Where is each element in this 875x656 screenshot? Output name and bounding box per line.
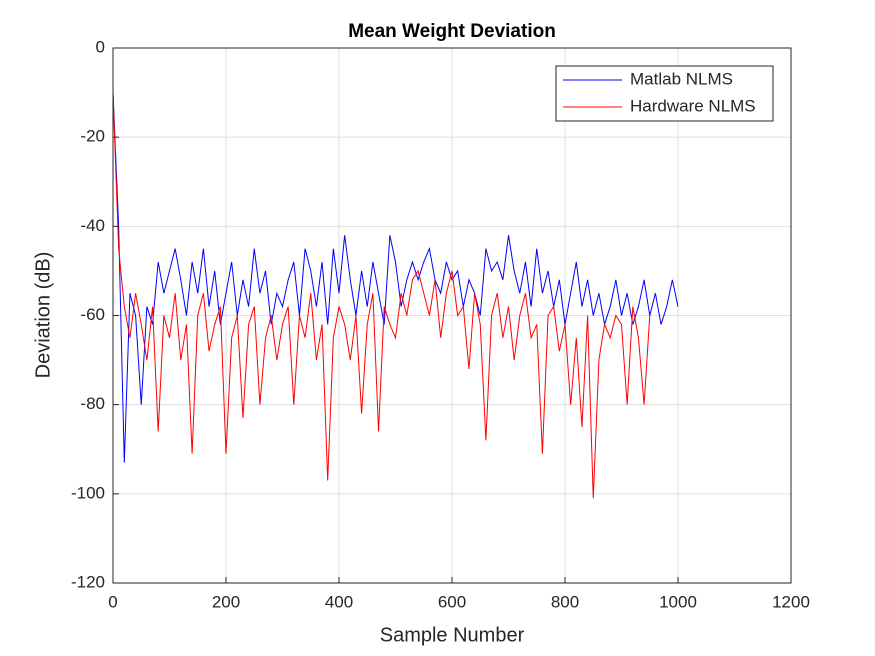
legend-label: Hardware NLMS bbox=[630, 96, 756, 115]
y-tick-label: -100 bbox=[71, 483, 105, 502]
x-tick-label: 800 bbox=[551, 592, 579, 611]
legend-label: Matlab NLMS bbox=[630, 69, 733, 88]
y-tick-label: -80 bbox=[80, 394, 105, 413]
x-tick-label: 400 bbox=[325, 592, 353, 611]
x-tick-label: 1200 bbox=[772, 592, 810, 611]
legend-box bbox=[555, 65, 774, 122]
y-tick-label: 0 bbox=[96, 37, 105, 56]
y-axis-label: Deviation (dB) bbox=[32, 252, 54, 379]
chart-title: Mean Weight Deviation bbox=[348, 21, 556, 42]
x-axis-label: Sample Number bbox=[380, 624, 525, 646]
x-tick-label: 600 bbox=[438, 592, 466, 611]
y-tick-label: -20 bbox=[80, 127, 105, 146]
ticks: 0 200 400 600 800 1000 1200 -120 -100 -80 -60 -40 -2… bbox=[71, 37, 810, 611]
lines bbox=[112, 92, 679, 499]
y-tick-label: -40 bbox=[80, 216, 105, 235]
data-line bbox=[112, 92, 651, 499]
x-tick-label: 0 bbox=[108, 592, 117, 611]
x-tick-label: 200 bbox=[212, 592, 240, 611]
legend: Matlab NLMS Hardware NLMS bbox=[555, 65, 774, 122]
x-tick-label: 1000 bbox=[659, 592, 697, 611]
y-tick-label: -120 bbox=[71, 572, 105, 591]
data-line bbox=[112, 92, 679, 463]
y-tick-label: -60 bbox=[80, 305, 105, 324]
